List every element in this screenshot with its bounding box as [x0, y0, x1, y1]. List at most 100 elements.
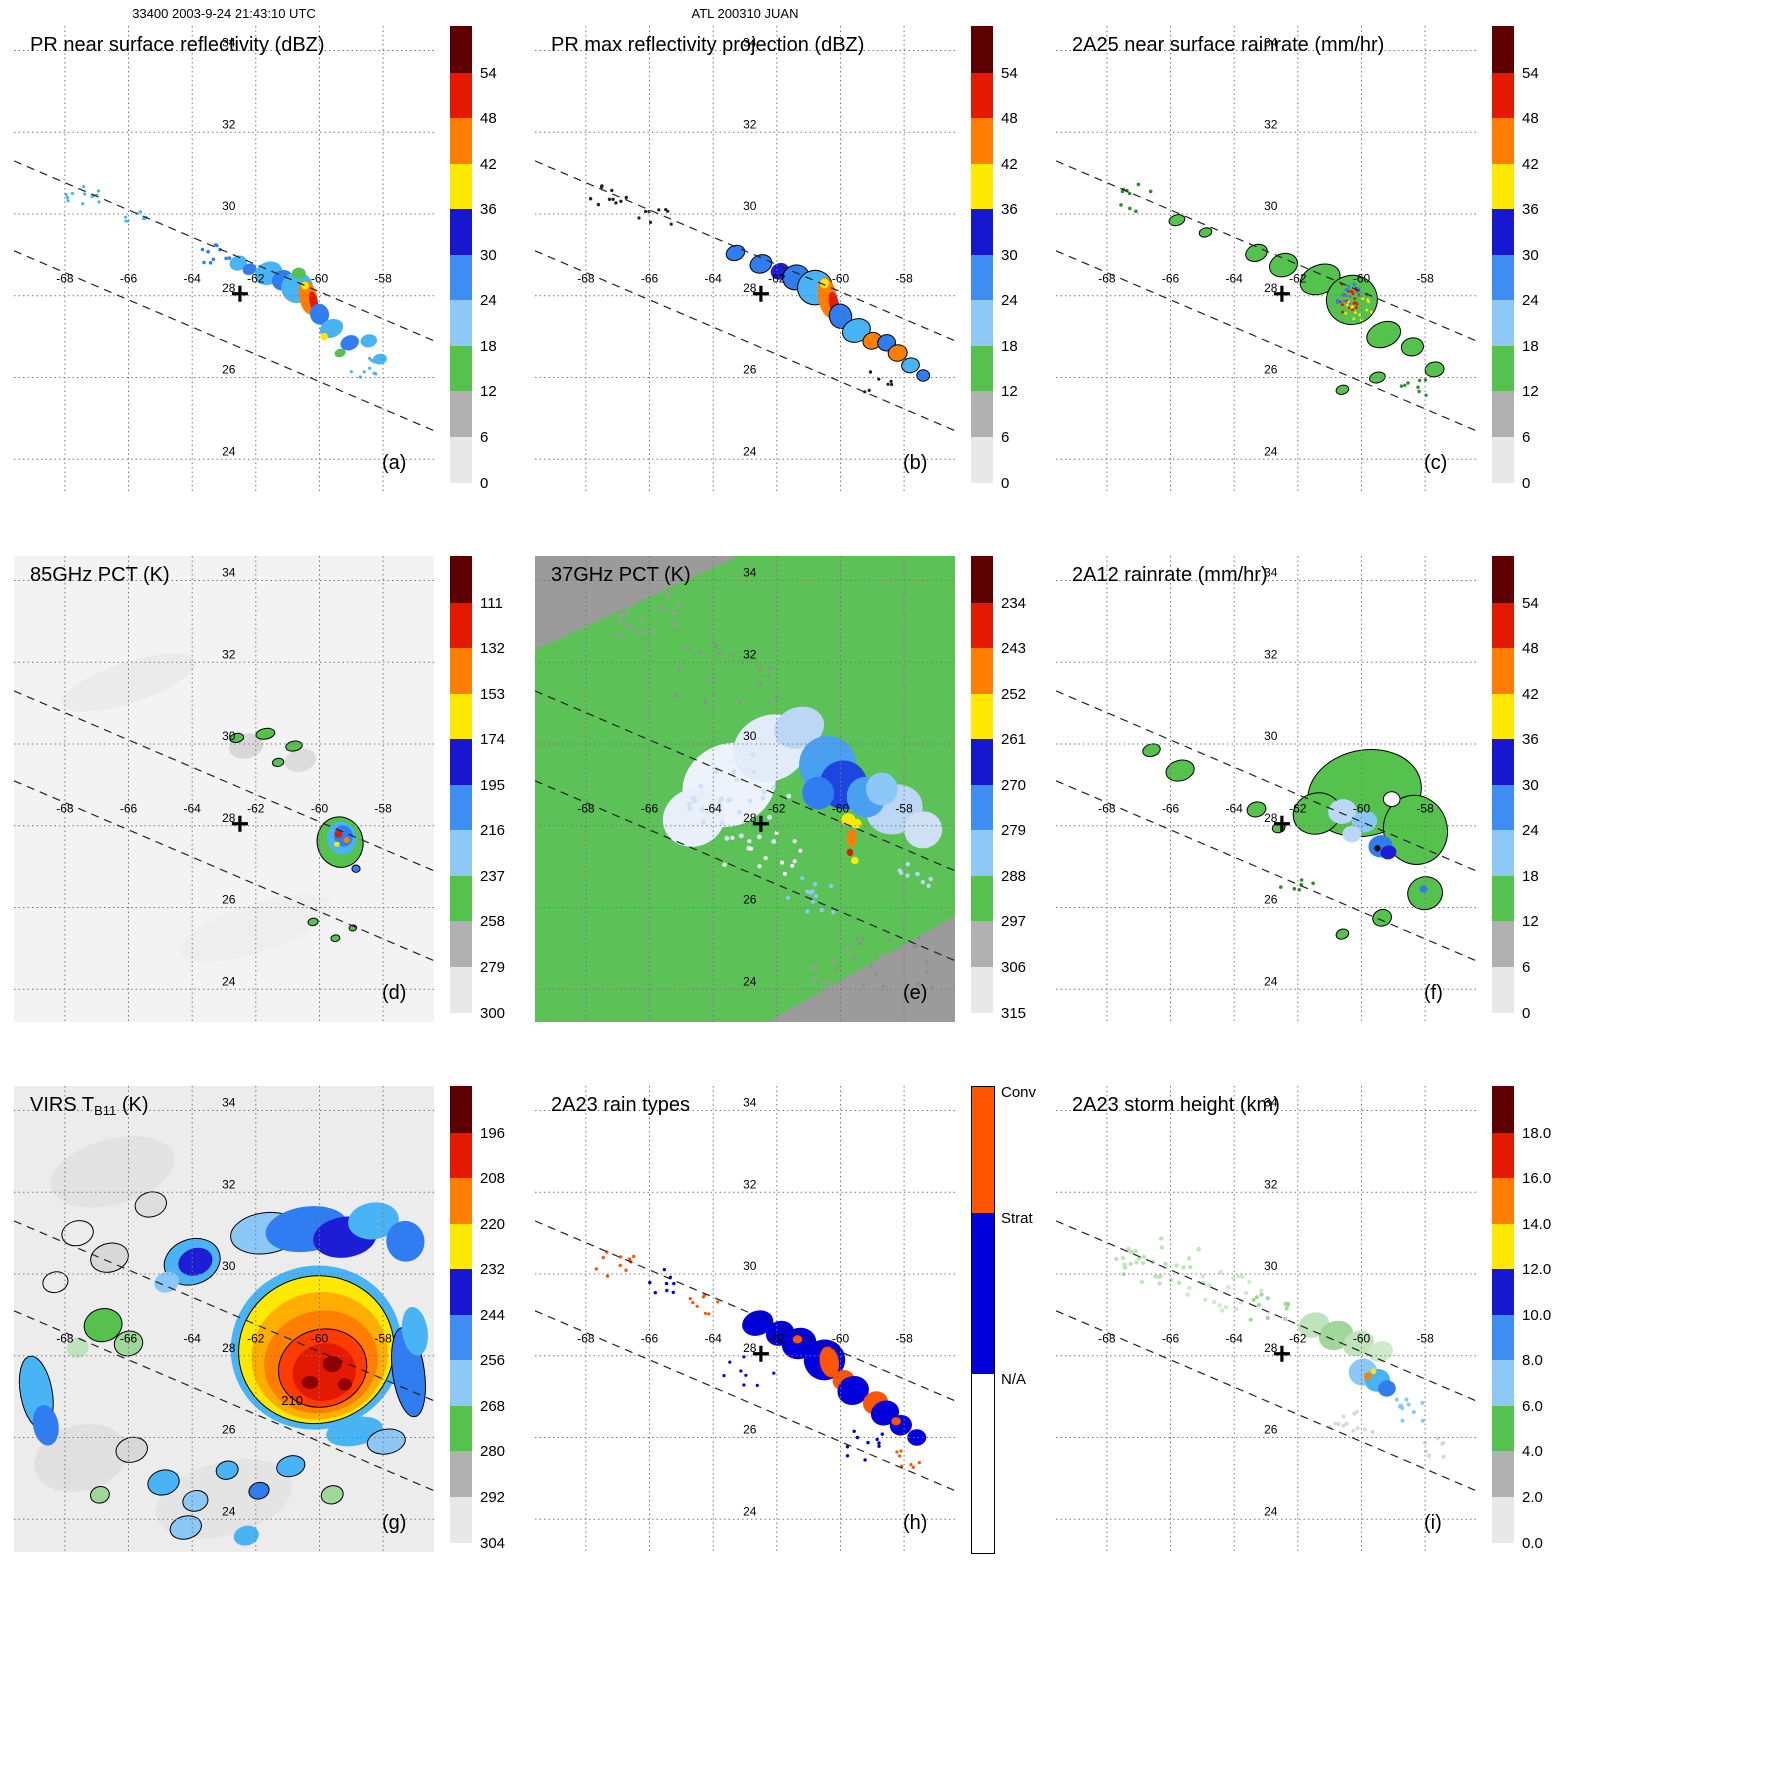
data-speckle — [1394, 1397, 1399, 1402]
storm-center-marker — [1273, 815, 1290, 832]
colorbar-tick-label: 208 — [480, 1170, 506, 1188]
colorbar-segment — [971, 346, 993, 392]
data-speckle — [599, 185, 604, 189]
svg-text:-58: -58 — [1416, 801, 1434, 815]
panel-title-f: 2A12 rainrate (mm/hr) — [1072, 564, 1268, 587]
data-speckle — [1163, 1261, 1168, 1266]
map-h: 24 26 28 30 32 34 -68 -66 -64 -62 -60 -58 — [535, 1086, 955, 1552]
svg-text:-60: -60 — [1353, 271, 1371, 285]
data-blob — [215, 1460, 239, 1480]
data-blob — [1374, 845, 1381, 852]
colorbar-tick-label: 280 — [480, 1443, 506, 1461]
svg-text:28: 28 — [222, 811, 236, 825]
svg-text:32: 32 — [1264, 647, 1278, 661]
colorbar-category-label: N/A — [1001, 1370, 1027, 1388]
colorbar-segment — [1492, 1497, 1514, 1543]
data-speckle — [905, 862, 910, 867]
data-blob — [337, 1378, 352, 1391]
data-speckle — [82, 185, 86, 189]
colorbar-segment — [450, 1132, 472, 1179]
data-speckle — [1136, 182, 1141, 187]
colorbar-g — [450, 1086, 472, 1552]
svg-text:28: 28 — [1264, 1341, 1278, 1355]
colorbar-tick-label: 0 — [1522, 1004, 1531, 1022]
data-speckle — [838, 997, 844, 1002]
colorbar-tick-label: 232 — [480, 1261, 506, 1279]
data-speckle — [926, 883, 931, 888]
panel-title-text: PR max reflectivity projection (dBZ) — [551, 34, 865, 56]
data-speckle — [707, 1312, 711, 1316]
colorbar-segment — [1492, 1223, 1514, 1270]
grid-lines — [14, 26, 434, 492]
header-storm-id: ATL 200310 JUAN — [691, 6, 799, 21]
colorbar-segment — [1492, 254, 1514, 301]
panel-letter-b: (b) — [903, 452, 928, 474]
panel-c: 24 26 28 30 32 34 -68 -66 -64 -62 -60 -58 2A25 near … — [1056, 26, 1576, 526]
data-speckle — [1420, 1400, 1425, 1405]
data-blob — [1368, 1341, 1393, 1363]
colorbar-segment — [971, 72, 993, 119]
data-speckle — [844, 986, 850, 991]
colorbar-tick-label: 234 — [1001, 594, 1027, 612]
svg-text:-64: -64 — [1226, 1331, 1244, 1345]
data-blob — [334, 841, 340, 847]
svg-text:34: 34 — [222, 36, 236, 50]
data-speckle — [676, 602, 682, 607]
panel-title-subscript: B11 — [94, 1103, 117, 1118]
data-speckle — [790, 863, 795, 868]
data-blob — [366, 1428, 406, 1455]
colorbar-segment — [971, 739, 993, 785]
colorbar-tick-label: 258 — [480, 913, 506, 931]
data-speckle — [1352, 317, 1356, 321]
colorbar-segment — [450, 921, 472, 967]
data-blob — [66, 1337, 89, 1358]
svg-text:-58: -58 — [1416, 271, 1434, 285]
data-speckle — [800, 876, 805, 881]
data-blob — [1198, 227, 1213, 238]
colorbar-segment — [971, 556, 993, 603]
data-blob — [330, 934, 341, 943]
data-speckle — [758, 668, 763, 672]
data-speckle — [1196, 1247, 1201, 1252]
data-blob — [229, 255, 248, 271]
svg-text:34: 34 — [743, 566, 757, 580]
data-speckle — [620, 612, 625, 617]
data-speckle — [224, 256, 228, 261]
grid-lines — [1056, 1086, 1476, 1552]
data-speckle — [653, 1291, 657, 1295]
data-speckle — [821, 979, 826, 985]
svg-text:-62: -62 — [247, 801, 265, 815]
colorbar-segment — [450, 739, 472, 785]
colorbar-tick-label: 30 — [1001, 246, 1018, 264]
svg-text:-58: -58 — [895, 271, 913, 285]
data-speckle — [863, 1458, 867, 1462]
data-speckle — [772, 1371, 776, 1375]
colorbar-segment — [1492, 118, 1514, 164]
svg-text:-58: -58 — [895, 1331, 913, 1345]
data-speckle — [1347, 284, 1351, 288]
data-speckle — [1159, 1236, 1164, 1241]
colorbar-segment — [450, 1451, 472, 1497]
data-speckle — [636, 631, 641, 636]
data-speckle — [798, 848, 803, 853]
panel-a: 24 26 28 30 32 34 -68 -66 -64 -62 -60 -58 PR near su… — [14, 26, 534, 526]
svg-text:28: 28 — [743, 281, 757, 295]
storm-center-marker — [1273, 1345, 1290, 1362]
data-blob — [320, 1485, 344, 1505]
colorbar-segment — [450, 1360, 472, 1407]
svg-text:-62: -62 — [1289, 271, 1307, 285]
data-speckle — [906, 994, 910, 998]
data-blob — [255, 727, 276, 740]
colorbar-segment — [450, 1269, 472, 1315]
colorbar-segment — [1492, 830, 1514, 877]
data-speckle — [691, 1301, 695, 1305]
svg-text:-64: -64 — [705, 801, 723, 815]
data-speckle — [202, 260, 206, 265]
data-speckle — [722, 862, 727, 867]
data-speckle — [847, 982, 853, 987]
data-speckle — [83, 192, 87, 196]
colorbar-a — [450, 26, 472, 492]
data-speckle — [766, 674, 771, 678]
map-background — [14, 26, 434, 492]
colorbar-tick-label: 30 — [480, 246, 497, 264]
